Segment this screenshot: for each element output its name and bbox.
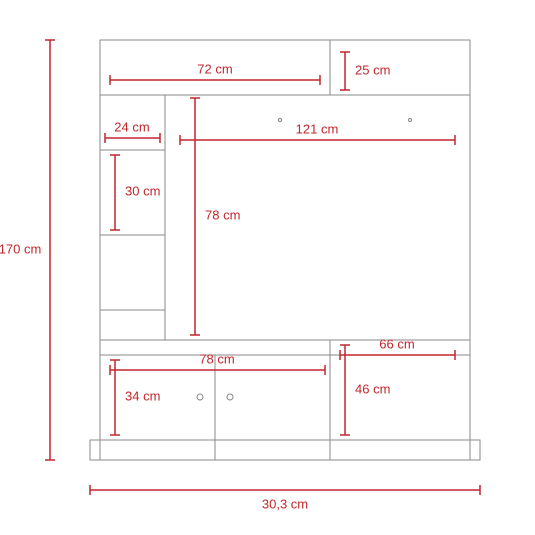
dim-right_h: 46 cm	[340, 345, 390, 435]
dim-label-width_overall: 30,3 cm	[262, 496, 308, 511]
dim-label-cabinet_w: 78 cm	[199, 351, 234, 366]
dimension-diagram: 170 cm 30,3 cm 72 cm 25 cm 24 cm 30 cm 121 cm 7…	[0, 0, 535, 535]
dim-width_overall: 30,3 cm	[90, 485, 480, 511]
dim-cabinet_h: 34 cm	[110, 360, 160, 435]
dim-top_shelf_h: 25 cm	[340, 52, 390, 90]
dim-label-top_shelf_h: 25 cm	[355, 62, 390, 77]
dim-top_shelf_w: 72 cm	[110, 61, 320, 85]
dimension-annotations: 170 cm 30,3 cm 72 cm 25 cm 24 cm 30 cm 121 cm 7…	[0, 40, 480, 511]
dim-label-left_col_w: 24 cm	[114, 119, 149, 134]
dim-tv_w: 121 cm	[180, 121, 455, 145]
dim-left_col_w: 24 cm	[105, 119, 160, 143]
dim-label-tv_w: 121 cm	[296, 121, 339, 136]
dim-label-top_shelf_w: 72 cm	[197, 61, 232, 76]
dim-left_cell_h: 30 cm	[110, 155, 160, 230]
dim-height_overall: 170 cm	[0, 40, 55, 460]
dim-label-cabinet_h: 34 cm	[125, 388, 160, 403]
dim-tv_h: 78 cm	[190, 98, 240, 335]
dim-label-left_cell_h: 30 cm	[125, 183, 160, 198]
dim-label-right_h: 46 cm	[355, 381, 390, 396]
dim-label-right_w: 66 cm	[379, 336, 414, 351]
dim-label-height_overall: 170 cm	[0, 241, 41, 256]
dim-label-tv_h: 78 cm	[205, 207, 240, 222]
